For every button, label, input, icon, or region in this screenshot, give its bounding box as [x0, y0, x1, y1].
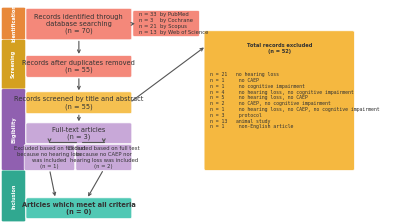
Text: Identification: Identification — [11, 5, 16, 42]
Text: Inclusion: Inclusion — [11, 183, 16, 209]
Text: Eligibility: Eligibility — [11, 116, 16, 143]
FancyBboxPatch shape — [2, 89, 25, 170]
FancyBboxPatch shape — [26, 8, 132, 40]
FancyBboxPatch shape — [2, 8, 25, 39]
Text: Total records excluded
(n = 52): Total records excluded (n = 52) — [246, 43, 312, 54]
Text: Records identified through
database searching
(n = 70): Records identified through database sear… — [34, 14, 123, 34]
FancyBboxPatch shape — [2, 40, 25, 89]
FancyBboxPatch shape — [133, 10, 200, 37]
Text: Excluded based on full text
because no hearing loss
was included
(n = 1): Excluded based on full text because no h… — [14, 146, 85, 169]
Text: Articles which meet all criteria
(n = 0): Articles which meet all criteria (n = 0) — [22, 202, 136, 215]
FancyBboxPatch shape — [204, 31, 354, 170]
Text: Full-text articles
(n = 3): Full-text articles (n = 3) — [52, 126, 106, 140]
Text: Records after duplicates removed
(n = 55): Records after duplicates removed (n = 55… — [22, 60, 135, 73]
Text: Excluded based on full text
because no CAEP nor
hearing loss was included
(n = 2: Excluded based on full text because no C… — [68, 146, 140, 169]
Text: Screening: Screening — [11, 50, 16, 78]
Text: n = 33  by PubMed
n = 3    by Cochrane
n = 21  by Scopus
n = 13  by Web of Scien: n = 33 by PubMed n = 3 by Cochrane n = 2… — [139, 12, 209, 35]
FancyBboxPatch shape — [26, 123, 132, 144]
FancyBboxPatch shape — [26, 92, 132, 114]
FancyBboxPatch shape — [76, 144, 132, 170]
Text: Records screened by title and abstract
(n = 55): Records screened by title and abstract (… — [14, 96, 144, 109]
FancyBboxPatch shape — [2, 170, 25, 221]
FancyBboxPatch shape — [26, 56, 132, 77]
Text: n = 21   no hearing loss
n = 1     no CAEP
n = 1     no cognitive impairment
n =: n = 21 no hearing loss n = 1 no CAEP n =… — [210, 66, 380, 129]
FancyBboxPatch shape — [24, 144, 75, 170]
FancyBboxPatch shape — [26, 198, 132, 219]
